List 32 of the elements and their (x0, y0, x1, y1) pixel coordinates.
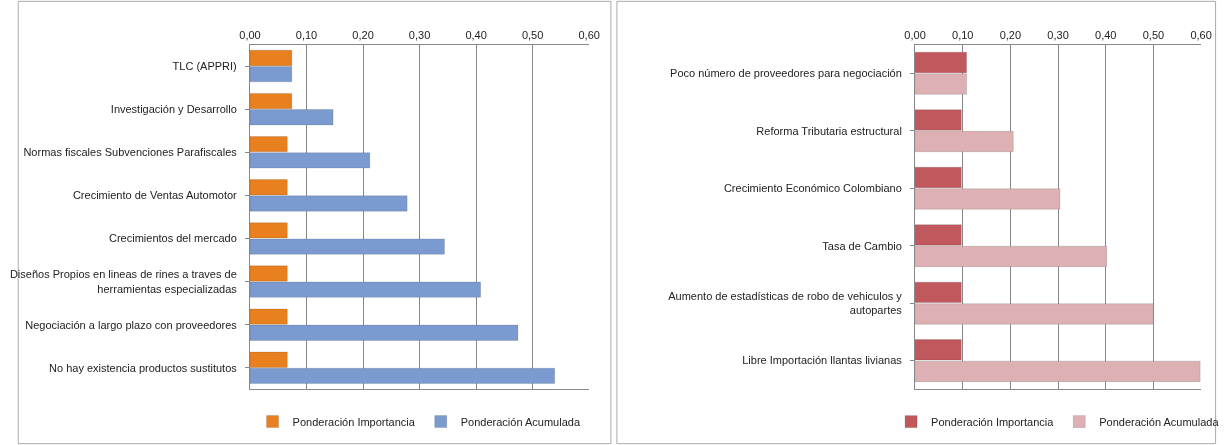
x-tick-label: 0,40 (465, 29, 487, 42)
y-tick-label: Investigación y Desarrollo (110, 103, 237, 116)
y-tick-label: Crecimiento Económico Colombiano (723, 182, 902, 195)
y-tick-label: Diseños Propios en lineas de rines a traves de herramientas especializadas (9, 268, 238, 295)
legend-label: Ponderación Importancia (931, 415, 1055, 428)
x-tick-label: 0,20 (999, 29, 1022, 42)
x-tick-label: 0,10 (952, 29, 974, 42)
x-tick-label: 0,60 (1190, 29, 1212, 42)
legend-label: Ponderación Acumulada (1099, 415, 1220, 428)
y-tick-label: No hay existencia productos sustitutos (49, 361, 238, 374)
legend-label: Ponderación Acumulada (460, 415, 581, 428)
y-tick-label: Aumento de estadísticas de robo de vehiculos y autopartes (668, 289, 903, 317)
x-tick-label: 0,50 (521, 29, 544, 42)
x-tick-label: 0,40 (1095, 29, 1117, 42)
y-tick-label: Crecimiento de Ventas Automotor (72, 189, 238, 202)
x-tick-label: 0,60 (578, 29, 600, 42)
y-tick-label: TLC (APPRI) (172, 59, 237, 72)
y-tick-label: Reforma Tributaria estructural (756, 124, 902, 137)
x-tick-label: 0,00 (239, 29, 261, 42)
x-tick-label: 0,30 (1047, 29, 1069, 42)
y-tick-label: Crecimientos del mercado (109, 232, 237, 245)
y-tick-label: Tasa de Cambio (822, 239, 902, 252)
y-tick-label: Negociación a largo plazo con proveedores (25, 318, 238, 331)
y-tick-label: Poco número de proveedores para negociación (670, 67, 902, 80)
x-tick-label: 0,10 (295, 29, 318, 42)
y-tick-label: Libre Importación llantas livianas (742, 354, 903, 367)
y-tick-label: Normas fiscales Subvenciones Parafiscales (23, 146, 238, 159)
legend-label: Ponderación Importancia (292, 415, 416, 428)
x-tick-label: 0,20 (352, 29, 374, 42)
x-tick-label: 0,30 (408, 29, 431, 42)
x-tick-label: 0,50 (1142, 29, 1165, 42)
x-tick-label: 0,00 (904, 29, 926, 42)
